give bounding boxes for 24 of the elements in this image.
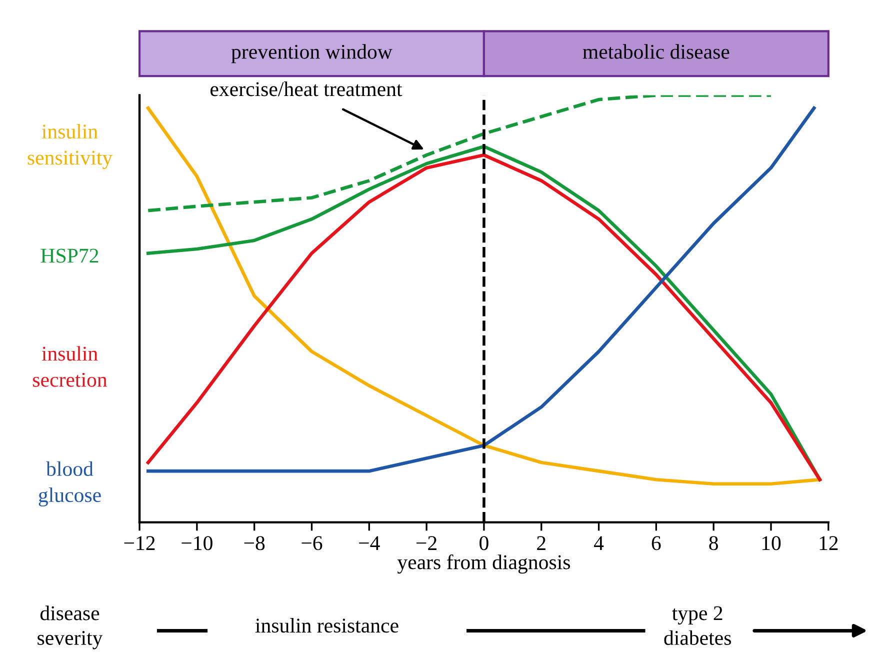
text: blood glucose <box>38 461 101 506</box>
text: metabolic disease <box>582 44 730 59</box>
x-tick-label: −6 <box>302 536 322 550</box>
text: HSP72 <box>40 248 98 263</box>
x-tick-label: −12 <box>124 536 155 550</box>
text: disease severity <box>38 606 103 650</box>
x-tick-label: −8 <box>244 536 265 550</box>
x-tick-label: 12 <box>820 536 838 550</box>
annotation: exercise/heat treatment <box>210 82 402 96</box>
text: prevention window <box>231 44 392 64</box>
x-tick-label: 6 <box>652 536 661 550</box>
x-axis-title: years from diagnosis <box>397 554 570 574</box>
text: type 2 diabetes <box>664 606 731 645</box>
text: insulin resistance <box>255 618 398 633</box>
x-tick-label: 2 <box>537 536 546 550</box>
x-tick-label: 0 <box>480 536 488 550</box>
x-tick-label: −10 <box>182 536 212 550</box>
x-tick-label: 8 <box>709 536 718 550</box>
series-label: insulin sensitivity <box>28 124 113 170</box>
x-tick-label: −2 <box>416 536 436 550</box>
x-tick-label: 10 <box>762 536 781 550</box>
x-tick-label: −4 <box>359 536 380 550</box>
text: insulin secretion <box>33 346 108 387</box>
x-tick-label: 4 <box>594 536 604 550</box>
